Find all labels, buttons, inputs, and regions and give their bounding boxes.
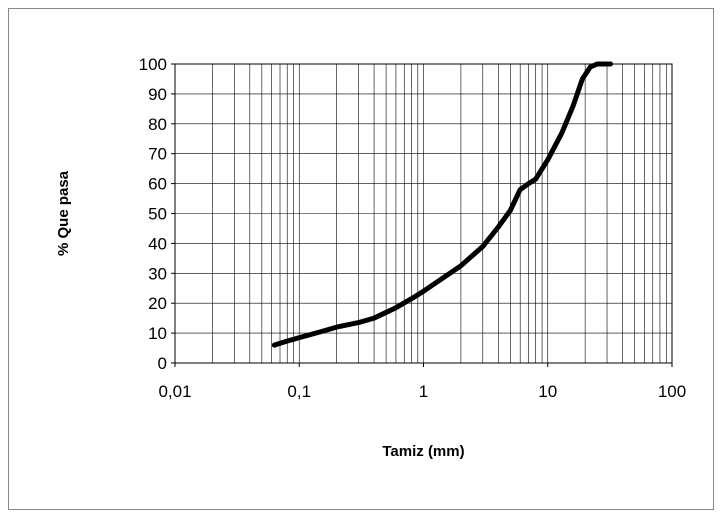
y-tick-label: 20 <box>148 294 167 313</box>
y-tick-label: 50 <box>148 205 167 224</box>
y-tick-label: 40 <box>148 234 167 253</box>
y-tick-label: 70 <box>148 145 167 164</box>
chart-frame <box>8 8 714 510</box>
y-tick-label: 100 <box>139 55 167 74</box>
y-tick-labels: 0 10 20 30 40 50 60 70 80 90 100 <box>139 55 175 373</box>
x-tick-label: 0,1 <box>287 382 311 401</box>
x-tick-label: 1 <box>419 382 428 401</box>
x-tick-labels: 0,01 0,1 1 10 100 <box>158 363 686 401</box>
y-tick-label: 60 <box>148 175 167 194</box>
x-tick-label: 0,01 <box>158 382 191 401</box>
grid <box>174 63 672 364</box>
x-axis-title: Tamiz (mm) <box>382 443 464 460</box>
y-tick-label: 80 <box>148 115 167 134</box>
y-tick-label: 30 <box>148 264 167 283</box>
y-axis-title: % Que pasa <box>55 170 72 256</box>
y-tick-label: 90 <box>148 85 167 104</box>
x-tick-label: 10 <box>538 382 557 401</box>
y-tick-label: 0 <box>158 354 167 373</box>
series-line <box>271 61 613 348</box>
y-tick-label: 10 <box>148 324 167 343</box>
x-tick-label: 100 <box>658 382 686 401</box>
